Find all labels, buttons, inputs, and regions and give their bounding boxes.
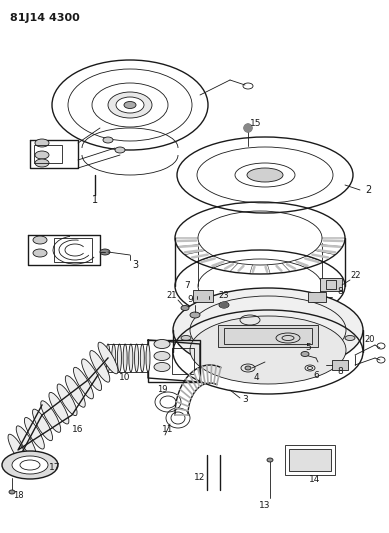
Text: 7: 7 bbox=[184, 281, 190, 290]
Ellipse shape bbox=[301, 351, 309, 357]
Ellipse shape bbox=[74, 367, 93, 399]
Text: 3: 3 bbox=[242, 395, 248, 405]
Ellipse shape bbox=[267, 458, 273, 462]
Ellipse shape bbox=[65, 376, 85, 407]
Text: 8: 8 bbox=[337, 287, 343, 296]
Ellipse shape bbox=[12, 456, 48, 474]
Ellipse shape bbox=[345, 335, 355, 341]
Ellipse shape bbox=[16, 426, 36, 457]
Ellipse shape bbox=[8, 434, 28, 466]
Ellipse shape bbox=[57, 384, 77, 416]
Ellipse shape bbox=[116, 97, 144, 113]
Ellipse shape bbox=[82, 359, 102, 391]
Ellipse shape bbox=[135, 344, 138, 372]
Bar bbox=[34, 145, 62, 163]
Bar bbox=[224, 328, 312, 344]
Text: 19: 19 bbox=[157, 385, 167, 394]
Text: 13: 13 bbox=[259, 500, 271, 510]
Ellipse shape bbox=[124, 101, 136, 109]
Bar bbox=[218, 325, 318, 347]
Ellipse shape bbox=[49, 392, 69, 424]
Ellipse shape bbox=[2, 451, 58, 479]
Text: 6: 6 bbox=[313, 370, 319, 379]
Bar bbox=[308, 292, 326, 302]
Text: 11: 11 bbox=[162, 425, 174, 434]
Ellipse shape bbox=[9, 490, 15, 494]
Ellipse shape bbox=[33, 249, 47, 257]
Text: 8: 8 bbox=[337, 367, 343, 376]
Ellipse shape bbox=[140, 344, 144, 372]
Text: 20: 20 bbox=[365, 335, 375, 344]
Bar bbox=[172, 348, 194, 374]
Ellipse shape bbox=[90, 351, 110, 382]
Text: 14: 14 bbox=[309, 475, 321, 484]
Circle shape bbox=[221, 302, 227, 308]
Ellipse shape bbox=[33, 236, 47, 244]
Ellipse shape bbox=[190, 312, 200, 318]
Ellipse shape bbox=[103, 137, 113, 143]
Ellipse shape bbox=[146, 344, 150, 372]
Ellipse shape bbox=[219, 302, 229, 308]
Text: 18: 18 bbox=[13, 490, 23, 499]
Text: 22: 22 bbox=[351, 271, 361, 280]
Ellipse shape bbox=[154, 362, 170, 372]
Text: 10: 10 bbox=[119, 374, 131, 383]
Ellipse shape bbox=[35, 139, 49, 147]
Ellipse shape bbox=[35, 159, 49, 167]
Ellipse shape bbox=[35, 151, 49, 159]
Ellipse shape bbox=[108, 92, 152, 118]
Text: 9: 9 bbox=[187, 295, 193, 304]
Bar bbox=[320, 278, 342, 291]
Ellipse shape bbox=[98, 342, 118, 374]
Ellipse shape bbox=[112, 344, 116, 372]
Ellipse shape bbox=[33, 409, 53, 441]
Ellipse shape bbox=[117, 344, 121, 372]
Ellipse shape bbox=[115, 147, 125, 153]
Text: 17: 17 bbox=[49, 464, 61, 472]
Ellipse shape bbox=[41, 401, 61, 432]
Ellipse shape bbox=[106, 344, 110, 372]
Text: 1: 1 bbox=[92, 195, 98, 205]
Text: 12: 12 bbox=[194, 473, 206, 482]
Text: 81J14 4300: 81J14 4300 bbox=[10, 13, 80, 23]
Bar bbox=[289, 449, 331, 471]
Ellipse shape bbox=[245, 366, 251, 370]
Circle shape bbox=[244, 124, 252, 132]
Ellipse shape bbox=[154, 340, 170, 349]
Ellipse shape bbox=[123, 344, 127, 372]
Text: 23: 23 bbox=[219, 290, 229, 300]
Text: 5: 5 bbox=[305, 343, 311, 352]
Text: 3: 3 bbox=[132, 260, 138, 270]
Ellipse shape bbox=[247, 168, 283, 182]
Ellipse shape bbox=[129, 344, 133, 372]
Ellipse shape bbox=[173, 288, 363, 372]
Bar bbox=[54, 238, 92, 262]
Text: 16: 16 bbox=[72, 425, 84, 434]
Text: 15: 15 bbox=[250, 118, 262, 127]
Ellipse shape bbox=[25, 417, 44, 449]
Ellipse shape bbox=[100, 249, 110, 255]
Text: 2: 2 bbox=[365, 185, 371, 195]
Bar bbox=[285, 445, 335, 475]
Bar bbox=[148, 340, 200, 382]
Ellipse shape bbox=[181, 305, 189, 311]
Ellipse shape bbox=[190, 316, 346, 384]
Text: 21: 21 bbox=[167, 290, 177, 300]
Ellipse shape bbox=[181, 335, 191, 341]
Ellipse shape bbox=[154, 351, 170, 360]
Text: 4: 4 bbox=[253, 374, 259, 383]
Bar bbox=[326, 280, 336, 289]
Bar bbox=[193, 290, 213, 302]
Bar bbox=[332, 360, 348, 370]
